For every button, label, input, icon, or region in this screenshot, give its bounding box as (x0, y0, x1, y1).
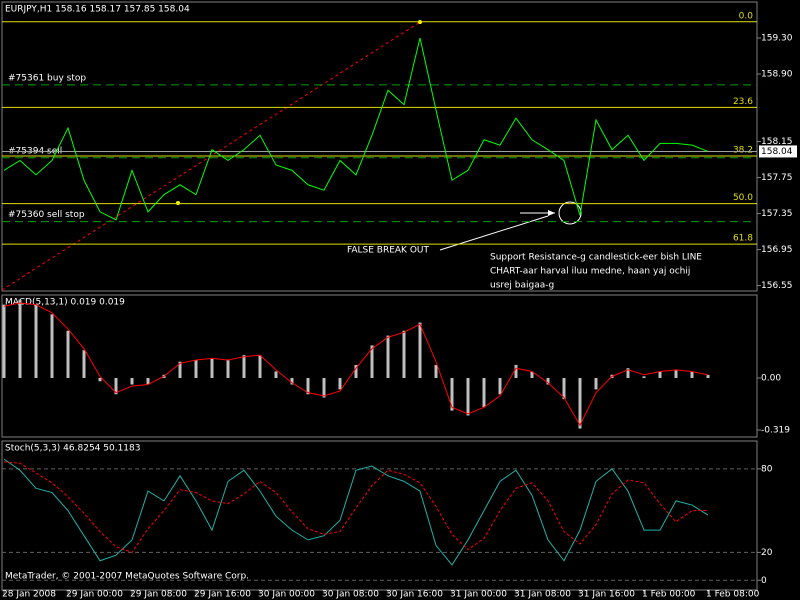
macd-bar (18, 299, 22, 378)
macd-bar (178, 361, 182, 378)
macd-bar (66, 330, 70, 378)
macd-bar (354, 364, 358, 378)
fibo-label: 61.8 (733, 234, 753, 244)
x-tick-label: 30 Jan 16:00 (386, 590, 443, 600)
macd-bar (146, 377, 150, 385)
macd-bar (418, 322, 422, 378)
y-tick-label: 80 (761, 464, 773, 474)
y-tick-label: 156.55 (761, 281, 793, 291)
macd-bar (194, 360, 198, 378)
macd-bar (578, 377, 582, 429)
x-tick-label: 28 Jan 2008 (2, 590, 56, 600)
order-label: #75361 buy stop (8, 73, 86, 83)
macd-title: MACD(5,13,1) 0.019 0.019 (5, 298, 125, 308)
macd-bar (674, 369, 678, 378)
annotation: FALSE BREAK OUT (347, 246, 429, 256)
macd-bar (50, 314, 54, 378)
macd-bar (514, 364, 518, 378)
y-tick-label: 159.30 (761, 34, 793, 44)
x-tick-label: 30 Jan 00:00 (258, 590, 315, 600)
stoch-title: Stoch(5,3,3) 46.8254 50.1183 (5, 444, 140, 454)
macd-bar (338, 377, 342, 390)
fibo-label: 0.0 (739, 11, 754, 21)
x-tick-label: 31 Jan 08:00 (514, 590, 571, 600)
x-tick-label: 31 Jan 16:00 (578, 590, 635, 600)
macd-bar (370, 345, 374, 378)
current-price-label: 158.04 (761, 147, 793, 157)
y-tick-label: 157.35 (761, 209, 793, 219)
y-tick-label: 0.00 (761, 373, 781, 383)
fibo-anchor (176, 201, 180, 205)
macd-bar (498, 377, 502, 395)
macd-bar (562, 377, 566, 400)
macd-bar (290, 377, 294, 385)
macd-signal (3, 302, 709, 427)
macd-bar (546, 377, 550, 385)
current-price-box (759, 145, 797, 158)
macd-bar (2, 304, 6, 378)
macd-bar (34, 304, 38, 378)
macd-bar (130, 377, 134, 385)
arrow-head (548, 210, 555, 216)
annotation: usrej baigaa-g (490, 281, 554, 291)
fibo-label: 38.2 (733, 145, 753, 155)
macd-bar (450, 377, 454, 411)
stoch-line (3, 458, 709, 566)
y-tick-label: -0.319 (761, 425, 790, 435)
macd-bar (466, 377, 470, 416)
macd-bar (274, 371, 278, 378)
macd-bar (594, 377, 598, 390)
y-tick-label: 156.95 (761, 245, 793, 255)
y-tick-label: 20 (761, 548, 773, 558)
macd-bar (434, 364, 438, 378)
macd-bar (402, 330, 406, 378)
x-tick-label: 30 Jan 08:00 (322, 590, 379, 600)
breakout-circle (558, 201, 582, 225)
macd-bar (322, 377, 326, 398)
price-pane (1, 1, 758, 292)
y-tick-label: 158.90 (761, 70, 793, 80)
fibo-label: 50.0 (733, 193, 753, 203)
macd-bar (642, 376, 646, 378)
price-line (3, 37, 709, 221)
macd-pane (1, 294, 758, 438)
x-tick-label: 29 Jan 00:00 (66, 590, 123, 600)
x-tick-label: 31 Jan 00:00 (450, 590, 507, 600)
y-tick-label: 0 (761, 576, 767, 586)
macd-bar (210, 358, 214, 378)
copyright: MetaTrader, © 2001-2007 MetaQuotes Softw… (5, 572, 249, 582)
stoch-pane (1, 440, 758, 591)
macd-bar (658, 371, 662, 378)
x-tick-label: 1 Feb 08:00 (706, 590, 760, 600)
macd-bar (226, 360, 230, 378)
y-tick-label: 158.15 (761, 137, 793, 147)
macd-bar (690, 371, 694, 378)
macd-bar (482, 377, 486, 408)
y-tick-label: 157.75 (761, 173, 793, 183)
macd-bar (306, 377, 310, 395)
macd-bar (530, 371, 534, 378)
macd-bar (98, 377, 102, 382)
macd-bar (114, 377, 118, 395)
macd-bar (706, 374, 710, 378)
macd-bar (242, 355, 246, 378)
annotation: CHART-aar harval iluu medne, haan yaj oc… (490, 267, 690, 277)
macd-bar (386, 335, 390, 378)
x-tick-label: 29 Jan 16:00 (194, 590, 251, 600)
macd-bar (258, 355, 262, 378)
order-label: #75360 sell stop (8, 210, 85, 220)
x-tick-label: 1 Feb 00:00 (642, 590, 696, 600)
annotation: Support Resistance-g candlestick-eer bis… (490, 253, 702, 263)
macd-bar (626, 368, 630, 378)
fibo-label: 23.6 (733, 97, 753, 107)
macd-bar (82, 350, 86, 378)
x-tick-label: 29 Jan 08:00 (130, 590, 187, 600)
price-title: EURJPY,H1 158.16 158.17 157.85 158.04 (5, 5, 190, 15)
